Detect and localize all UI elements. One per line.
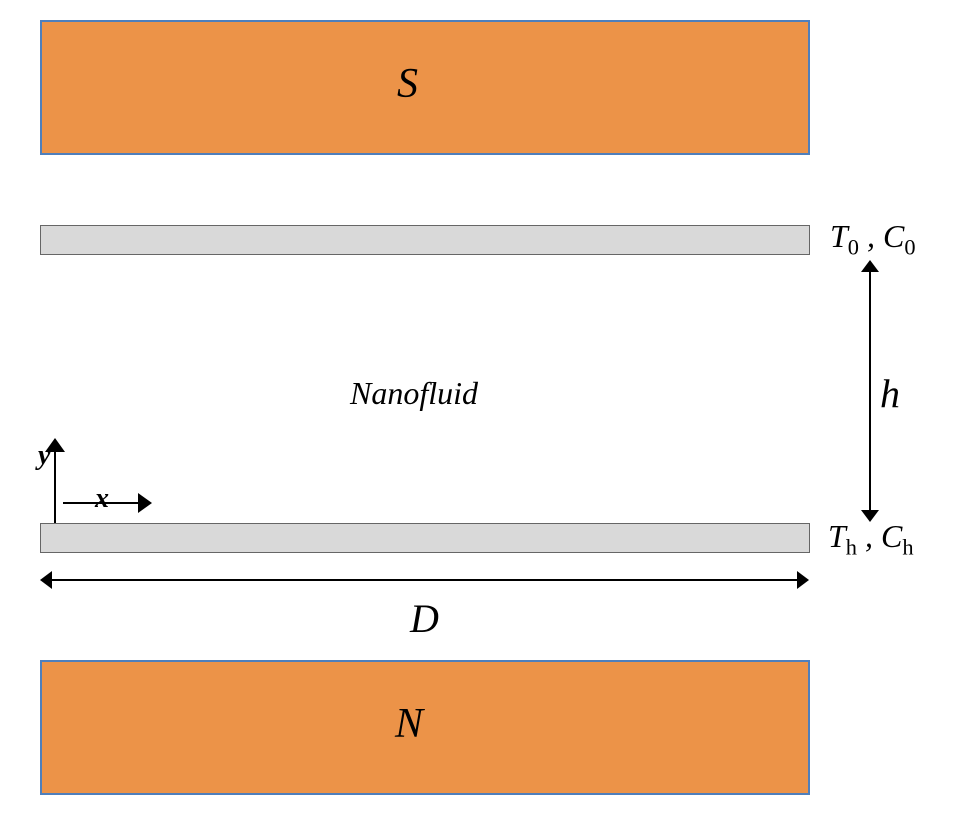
magnet-s-pole: S xyxy=(40,20,810,155)
x-axis-arrowhead-icon xyxy=(138,493,152,513)
d-dimension-label: D xyxy=(410,595,439,642)
magnet-s-label: S xyxy=(397,60,418,108)
lower-plate-bc-label: Th , Ch xyxy=(828,518,914,560)
magnet-n-pole: N xyxy=(40,660,810,795)
h-dimension-arrowhead-down-icon xyxy=(861,510,879,522)
nanofluid-region-label: Nanofluid xyxy=(350,375,478,412)
upper-plate-bc-label: T0 , C0 xyxy=(830,218,916,260)
upper-plate xyxy=(40,225,810,255)
y-axis-line xyxy=(54,448,57,523)
h-dimension-label: h xyxy=(880,370,900,417)
d-dimension-line xyxy=(49,579,801,581)
lower-plate xyxy=(40,523,810,553)
h-dimension-line xyxy=(869,269,871,514)
y-axis-label: y xyxy=(38,440,50,472)
x-axis-label: x xyxy=(95,483,109,515)
diagram-canvas: S N Nanofluid T0 , C0 Th , Ch y x h D xyxy=(0,0,965,815)
d-dimension-arrowhead-right-icon xyxy=(797,571,809,589)
d-dimension-arrowhead-left-icon xyxy=(40,571,52,589)
h-dimension-arrowhead-up-icon xyxy=(861,260,879,272)
magnet-n-label: N xyxy=(395,700,423,748)
